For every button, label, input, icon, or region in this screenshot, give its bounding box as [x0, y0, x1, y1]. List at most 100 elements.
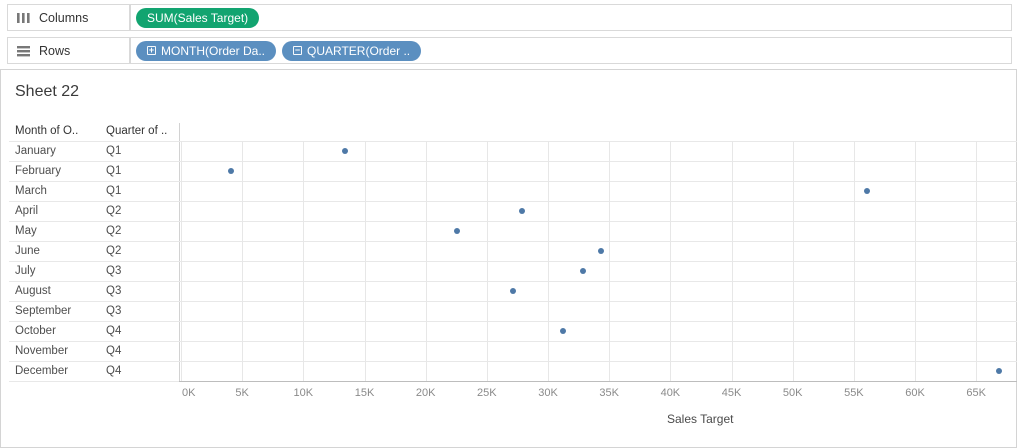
field-label-quarter[interactable]: Quarter of ..: [106, 125, 168, 137]
quarter-row-header[interactable]: Q4: [106, 345, 122, 357]
gridline: [670, 141, 672, 381]
columns-shelf-label: Columns: [39, 10, 89, 25]
rows-shelf-body[interactable]: + MONTH(Order Da.. − QUARTER(Order ..: [130, 37, 1012, 64]
mark-dot[interactable]: [341, 148, 348, 154]
shelf-pill[interactable]: + MONTH(Order Da..: [136, 40, 277, 61]
month-row-header[interactable]: August: [15, 285, 51, 297]
row-separator: [9, 261, 1017, 262]
row-separator: [9, 281, 1017, 282]
month-row-header[interactable]: October: [15, 325, 56, 337]
pill-label: SUM(Sales Target): [147, 10, 249, 25]
mark-dot[interactable]: [454, 228, 461, 234]
x-tick-label: 50K: [782, 387, 803, 399]
pill-label: QUARTER(Order ..: [307, 43, 411, 58]
gridline: [425, 141, 427, 381]
sheet-title[interactable]: Sheet 22: [15, 83, 80, 100]
mark-dot[interactable]: [228, 168, 235, 174]
rows-shelf: Rows + MONTH(Order Da.. − QUARTER(Order ..: [7, 37, 1012, 64]
gridline: [853, 141, 855, 381]
month-row-header[interactable]: July: [15, 265, 36, 277]
sheet-pane: Sheet 22 Month of O.. Quarter of .. Janu…: [0, 69, 1017, 448]
shelf-pill[interactable]: − QUARTER(Order ..: [282, 40, 422, 61]
mark-dot[interactable]: [864, 188, 871, 194]
gridline: [976, 141, 978, 381]
collapse-icon[interactable]: −: [293, 45, 303, 55]
x-axis-line[interactable]: [179, 381, 1017, 382]
month-row-header[interactable]: February: [15, 165, 62, 177]
mark-dot[interactable]: [580, 268, 587, 274]
month-row-header[interactable]: January: [15, 145, 56, 157]
x-tick-label: 0K: [182, 387, 196, 399]
row-separator: [9, 341, 1017, 342]
gridline: [364, 141, 366, 381]
x-tick-label: 5K: [235, 387, 249, 399]
x-tick-label: 30K: [538, 387, 558, 399]
shelf-pill[interactable]: SUM(Sales Target): [136, 7, 260, 28]
month-row-header[interactable]: May: [15, 225, 37, 237]
x-tick-label: 55K: [844, 387, 864, 399]
mark-dot[interactable]: [509, 288, 516, 294]
rows-icon: [17, 45, 30, 57]
x-tick-label: 15K: [354, 387, 375, 399]
gridline: [609, 141, 611, 381]
quarter-row-header[interactable]: Q4: [106, 365, 122, 377]
x-tick-label: 10K: [293, 387, 314, 399]
field-label-month[interactable]: Month of O..: [15, 125, 79, 137]
gridline: [915, 141, 917, 381]
gridline: [181, 141, 182, 381]
quarter-row-header[interactable]: Q2: [106, 205, 122, 217]
header-plot-divider: [179, 123, 180, 381]
row-separator: [9, 141, 1017, 142]
columns-shelf-label-cell[interactable]: Columns: [7, 4, 130, 31]
quarter-row-header[interactable]: Q1: [106, 185, 122, 197]
row-separator: [9, 221, 1017, 222]
x-tick-label: 20K: [415, 387, 436, 399]
row-separator: [9, 301, 1017, 302]
quarter-row-header[interactable]: Q4: [106, 325, 122, 337]
month-row-header[interactable]: March: [15, 185, 47, 197]
month-row-header[interactable]: November: [15, 345, 69, 357]
expand-icon[interactable]: +: [147, 45, 156, 55]
row-separator: [9, 161, 1017, 162]
rows-shelf-label: Rows: [39, 43, 71, 58]
x-tick-label: 40K: [660, 387, 681, 399]
gridline: [548, 141, 550, 381]
x-tick-label: 35K: [599, 387, 619, 399]
month-row-header[interactable]: December: [15, 365, 69, 377]
month-row-header[interactable]: April: [15, 205, 39, 217]
mark-dot[interactable]: [597, 248, 604, 254]
quarter-row-header[interactable]: Q3: [106, 305, 122, 317]
month-row-header[interactable]: June: [15, 245, 40, 257]
gridline: [303, 141, 305, 381]
row-separator: [9, 181, 1017, 182]
x-tick-label: 25K: [477, 387, 497, 399]
columns-shelf-body[interactable]: SUM(Sales Target): [130, 4, 1012, 31]
month-row-header[interactable]: September: [15, 305, 72, 317]
quarter-row-header[interactable]: Q3: [106, 285, 122, 297]
quarter-row-header[interactable]: Q1: [106, 145, 122, 157]
columns-icon: [17, 12, 30, 24]
rows-shelf-label-cell[interactable]: Rows: [7, 37, 130, 64]
gridline: [792, 141, 794, 381]
mark-dot[interactable]: [559, 328, 566, 334]
x-tick-label: 65K: [966, 387, 986, 399]
pill-label: MONTH(Order Da..: [161, 43, 266, 58]
x-tick-label: 60K: [905, 387, 925, 399]
row-separator: [9, 321, 1017, 322]
mark-dot[interactable]: [996, 368, 1003, 374]
gridline: [486, 141, 488, 381]
x-axis-title[interactable]: Sales Target: [667, 412, 734, 426]
gridline: [242, 141, 244, 381]
columns-shelf: Columns SUM(Sales Target): [7, 4, 1012, 31]
quarter-row-header[interactable]: Q2: [106, 245, 122, 257]
gridline: [731, 141, 733, 381]
row-separator: [9, 361, 1017, 362]
quarter-row-header[interactable]: Q3: [106, 265, 122, 277]
quarter-row-header[interactable]: Q1: [106, 165, 122, 177]
quarter-row-header[interactable]: Q2: [106, 225, 122, 237]
x-tick-label: 45K: [721, 387, 742, 399]
row-separator: [9, 201, 1017, 202]
row-separator: [9, 241, 1017, 242]
mark-dot[interactable]: [519, 208, 526, 214]
